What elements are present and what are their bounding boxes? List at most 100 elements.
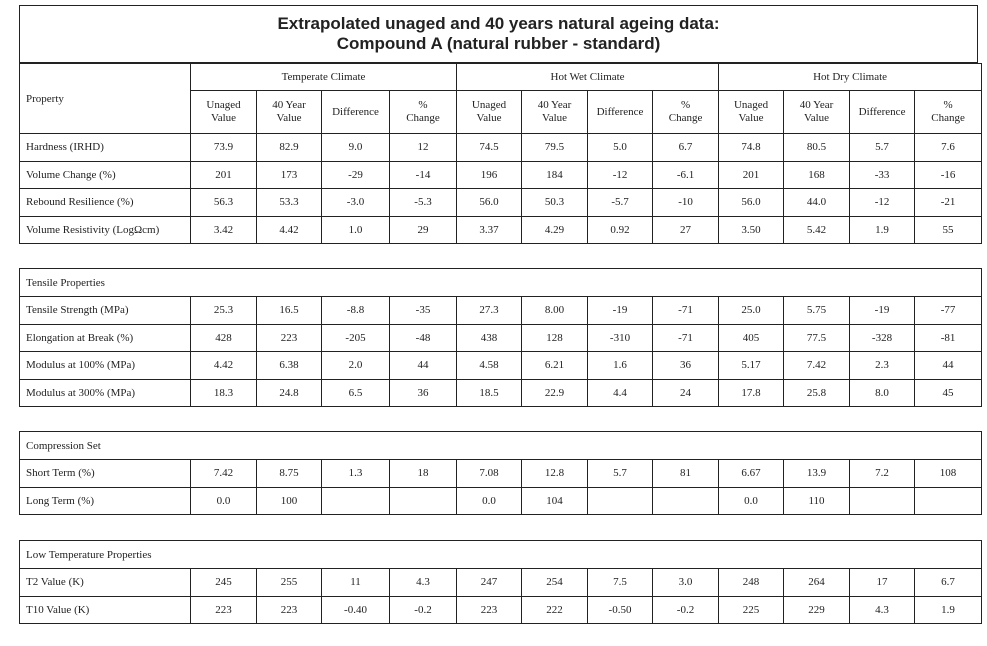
table-cell: 225 (718, 595, 784, 624)
table-cell (849, 486, 915, 515)
table-cell: 5.75 (783, 296, 850, 325)
table-cell: 81 (652, 459, 719, 488)
table-cell: 104 (521, 486, 588, 515)
table-cell: 56.0 (718, 188, 785, 217)
subcolumn-header-line1: 40 Year (799, 99, 834, 111)
table-cell: -33 (849, 160, 916, 189)
table-cell (652, 486, 719, 515)
table-cell: 438 (456, 323, 522, 352)
table-cell (321, 486, 390, 515)
table-cell: 22.9 (521, 378, 588, 407)
row-label: Modulus at 100% (MPa) (19, 351, 191, 380)
table-cell: 8.00 (521, 296, 588, 325)
table-cell: 4.58 (456, 351, 522, 380)
subcolumn-header-line2: Value (476, 112, 502, 124)
subcolumn-header: % Change (914, 90, 983, 134)
row-label: T2 Value (K) (19, 568, 191, 597)
subcolumn-header: % Change (388, 90, 458, 134)
table-cell: 100 (256, 486, 322, 515)
title-line-2: Compound A (natural rubber - standard) (336, 34, 661, 53)
table-cell: -12 (587, 160, 654, 189)
table-cell: 5.0 (587, 133, 654, 162)
table-cell: 53.3 (256, 188, 322, 217)
row-label: Hardness (IRHD) (19, 133, 191, 162)
row-label: Volume Change (%) (19, 160, 191, 189)
table-cell: 24.8 (256, 378, 322, 407)
table-cell: 44 (389, 351, 457, 380)
subcolumn-header: 40 Year Value (256, 90, 322, 134)
table-cell: 0.92 (587, 215, 654, 244)
table-cell: 196 (456, 160, 523, 189)
table-cell: 4.4 (587, 378, 653, 407)
table-cell: 5.7 (849, 133, 916, 162)
table-cell: 11 (321, 568, 390, 597)
table-cell: 45 (913, 378, 983, 407)
subcolumn-header: 40 Year Value (783, 90, 851, 134)
table-cell: 245 (190, 568, 257, 597)
row-label: Long Term (%) (19, 486, 191, 515)
table-cell: 13.9 (783, 459, 850, 488)
row-label: Tensile Strength (MPa) (19, 296, 191, 325)
table-cell: -0.40 (321, 595, 390, 624)
table-row: Volume Resistivity (LogΩcm) 3.42 4.42 1.0 29… (19, 215, 983, 244)
table-cell: 2.3 (849, 351, 915, 380)
table-cell: -3.0 (321, 188, 390, 217)
subcolumn-header-line1: 40 Year (272, 99, 306, 111)
table-cell: 1.9 (849, 215, 916, 244)
table-cell: 25.0 (718, 296, 784, 325)
properties-table: Property Temperate Climate Hot Wet Clima… (19, 63, 983, 244)
table-cell: 2.0 (321, 351, 390, 380)
table-row: Modulus at 300% (MPa) 18.3 24.8 6.5 36 18.5 22… (19, 378, 983, 407)
table-cell: 73.9 (190, 133, 257, 162)
section-table: Tensile Properties Tensile Strength (MPa)… (18, 268, 983, 407)
table-cell: 4.42 (256, 215, 322, 244)
table-row: Tensile Strength (MPa) 25.3 16.5 -8.8 -35 27.… (19, 296, 983, 325)
table-cell: 16.5 (256, 296, 322, 325)
section-table: Compression Set Short Term (%) 7.42 8.75 1.3… (18, 431, 983, 515)
subcolumn-header: Difference (849, 90, 916, 134)
table-cell: -71 (652, 296, 719, 325)
table-cell: 44 (913, 351, 983, 380)
table-cell: 27.3 (456, 296, 522, 325)
table-cell (913, 486, 983, 515)
table-cell: 25.3 (190, 296, 257, 325)
table-cell: 18.3 (190, 378, 257, 407)
table-row: Long Term (%) 0.0 100 0.0 104 0.0 110 (19, 486, 983, 515)
row-label: T10 Value (K) (19, 595, 191, 624)
row-label: Volume Resistivity (LogΩcm) (19, 215, 191, 244)
subcolumn-header: Unaged Value (190, 90, 257, 134)
table-cell: 223 (190, 595, 257, 624)
table-cell: -205 (321, 323, 390, 352)
subcolumn-header-line2: Change (931, 112, 965, 124)
table-cell: 3.50 (718, 215, 785, 244)
subcolumn-header-line2: Value (804, 112, 830, 124)
table-cell: 12.8 (521, 459, 588, 488)
table-row: T2 Value (K) 245 255 11 4.3 247 254 7.5 3.0 248 26… (19, 568, 983, 597)
subcolumn-header-line2: Value (738, 112, 764, 124)
table-cell: 8.75 (256, 459, 322, 488)
table-title: Extrapolated unaged and 40 years natural… (19, 5, 978, 63)
table-cell: 27 (652, 215, 720, 244)
subcolumn-header: Difference (587, 90, 654, 134)
table-row: Volume Change (%) 201 173 -29 -14 196 184 -12 -6… (19, 160, 983, 189)
table-cell: 4.42 (190, 351, 257, 380)
table-cell: 56.0 (456, 188, 523, 217)
table-cell: 6.7 (913, 568, 983, 597)
subcolumn-header-line2: Change (668, 112, 703, 124)
table-cell: 82.9 (256, 133, 322, 162)
subcolumn-header-line1: Unaged (733, 99, 769, 111)
table-cell: -19 (849, 296, 915, 325)
table-cell: -0.50 (587, 595, 653, 624)
table-cell: 12 (388, 133, 458, 162)
subcolumn-header-row: Unaged Value 40 Year Value Difference% Change… (20, 90, 983, 134)
table-cell: -5.3 (388, 188, 458, 217)
subcolumn-header-line2: Value (276, 112, 302, 124)
table-cell: 7.42 (190, 459, 257, 488)
table-cell: 0.0 (718, 486, 784, 515)
table-cell: 36 (652, 351, 719, 380)
table-cell: -0.2 (389, 595, 457, 624)
table-cell: 6.21 (521, 351, 588, 380)
table-cell: 74.5 (456, 133, 523, 162)
table-cell: -12 (849, 188, 916, 217)
table-cell: 50.3 (521, 188, 589, 217)
